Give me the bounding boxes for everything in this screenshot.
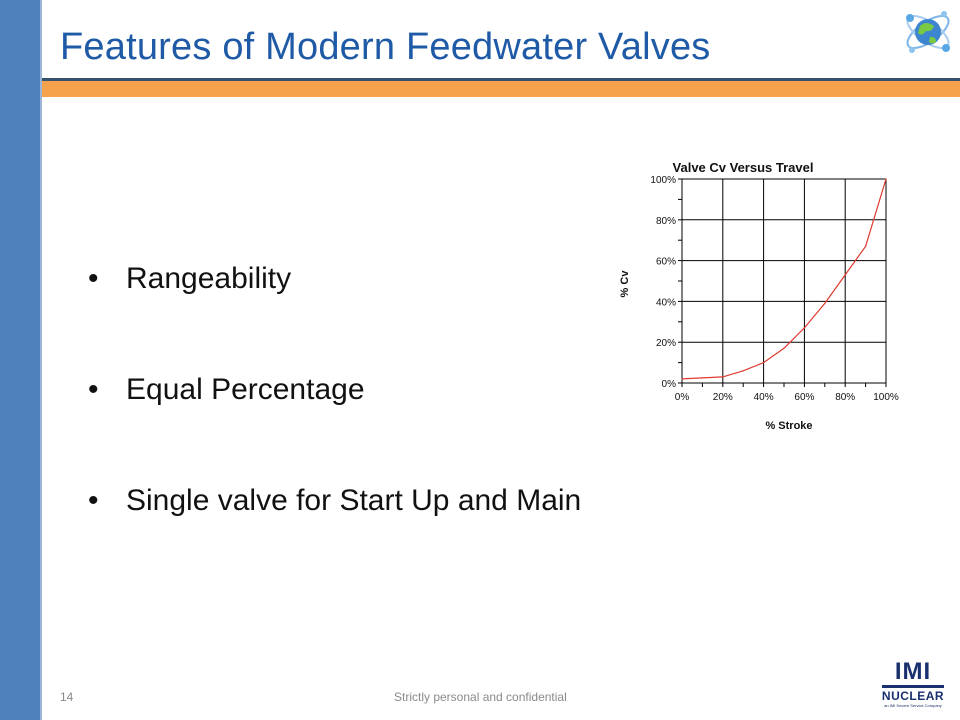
chart-grid [681,178,887,384]
bullet-dot: • [88,373,99,406]
title-rule-dark [42,78,960,81]
data-point [701,377,703,379]
x-tick-label: 20% [713,392,733,403]
x-tick-label: 100% [873,392,899,403]
x-tick-label: 60% [794,392,814,403]
data-point [844,274,846,276]
bullet-text: Rangeability [126,262,292,295]
plot-frame [681,178,887,384]
bullet-item: • Single valve for Start Up and Main [88,479,581,590]
x-tick-label: 40% [754,392,774,403]
bullet-item: • Equal Percentage [88,368,581,479]
confidentiality-notice: Strictly personal and confidential [394,690,567,704]
y-tick-label: 100% [650,175,676,186]
chart-ticks: 0% 0% 20% 20% 40% 40% 60% 60% 80% 80% 100% 100% [650,175,898,403]
data-point [763,362,765,364]
left-accent-divider [40,0,42,720]
left-accent-bar [0,0,40,720]
bullet-item: • Rangeability [88,257,581,368]
globe-icon [906,11,950,53]
imi-nuclear-logo: IMI NUCLEAR an IMI Severe Service Compan… [880,660,946,716]
logo-rule [882,685,944,688]
bullet-dot: • [88,484,99,517]
data-point [885,178,887,180]
y-tick-label: 0% [662,379,677,390]
page-number: 14 [60,690,74,704]
bullet-text: Single valve for Start Up and Main [126,484,582,517]
data-point [681,378,683,380]
bullet-dot: • [88,262,99,295]
chart-x-axis-label: % Stroke [765,420,812,432]
title-rule-orange [42,81,960,97]
data-point [803,327,805,329]
slide-title: Features of Modern Feedwater Valves [60,26,711,68]
data-point [783,347,785,349]
chart-title: Valve Cv Versus Travel [673,160,814,175]
logo-brand: IMI [894,658,932,685]
chart-series [681,178,887,380]
cv-travel-chart: Valve Cv Versus Travel % Cv % Stroke 0%0… [619,160,899,432]
logo-tagline: an IMI Severe Service Company [884,703,942,708]
bullet-list: • Rangeability • Equal Percentage • Single … [88,257,581,590]
data-point [865,245,867,247]
data-point [742,370,744,372]
data-point [722,376,724,378]
x-tick-label: 80% [835,392,855,403]
chart-y-axis-label: % Cv [619,270,631,298]
logo-division: NUCLEAR [881,689,945,703]
title-area [42,0,960,78]
y-tick-label: 60% [656,257,676,268]
data-point [824,302,826,305]
x-tick-label: 0% [675,392,690,403]
bullet-text: Equal Percentage [126,373,365,406]
y-tick-label: 40% [656,297,676,308]
y-tick-label: 80% [656,216,676,227]
y-tick-label: 20% [656,338,676,349]
